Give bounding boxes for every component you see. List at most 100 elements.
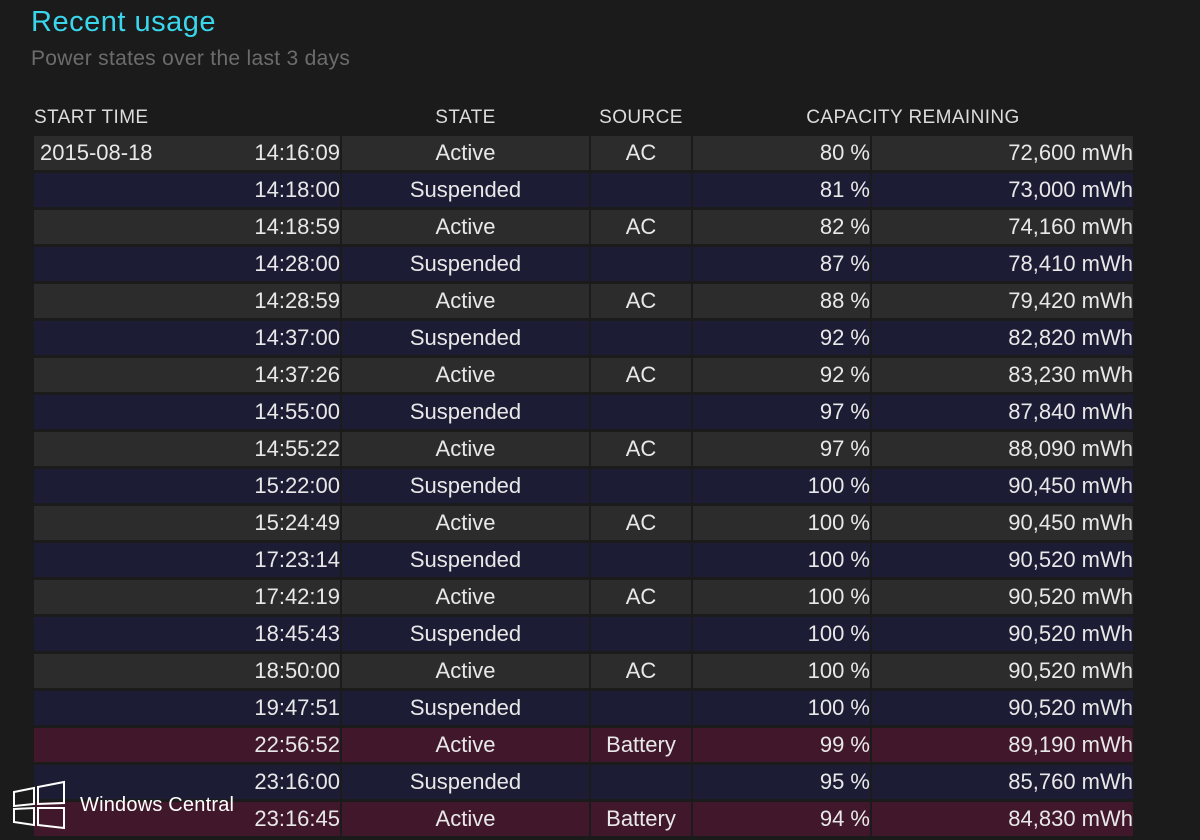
- cell-capacity-percent: 100 %: [693, 617, 870, 651]
- cell-time: 15:24:49: [254, 510, 340, 535]
- table-row[interactable]: 18:50:00 Active AC 100 % 90,520 mWh: [34, 654, 1134, 688]
- cell-state: Suspended: [342, 691, 589, 725]
- cell-source: AC: [591, 358, 691, 392]
- cell-capacity-percent: 100 %: [693, 691, 870, 725]
- cell-capacity-mwh: 84,830 mWh: [872, 802, 1134, 836]
- table-row[interactable]: 19:47:51 Suspended 100 % 90,520 mWh: [34, 691, 1134, 725]
- table-row[interactable]: 14:55:22 Active AC 97 % 88,090 mWh: [34, 432, 1134, 466]
- cell-capacity-mwh: 88,090 mWh: [872, 432, 1134, 466]
- cell-capacity-percent: 82 %: [693, 210, 870, 244]
- watermark-label: Windows Central: [80, 793, 235, 816]
- cell-capacity-percent: 94 %: [693, 802, 870, 836]
- cell-capacity-mwh: 72,600 mWh: [872, 136, 1134, 170]
- cell-start-time: 22:56:52: [34, 728, 340, 762]
- cell-time: 14:55:22: [254, 436, 340, 461]
- cell-state: Active: [342, 284, 589, 318]
- cell-start-time: 18:50:00: [34, 654, 340, 688]
- cell-start-time: 14:18:00: [34, 173, 340, 207]
- cell-state: Suspended: [342, 173, 589, 207]
- cell-start-time: 14:28:59: [34, 284, 340, 318]
- cell-capacity-percent: 97 %: [693, 432, 870, 466]
- cell-capacity-percent: 95 %: [693, 765, 870, 799]
- cell-time: 17:42:19: [254, 584, 340, 609]
- cell-start-time: 14:55:22: [34, 432, 340, 466]
- cell-capacity-mwh: 90,450 mWh: [872, 506, 1134, 540]
- cell-time: 18:45:43: [254, 621, 340, 646]
- cell-state: Suspended: [342, 617, 589, 651]
- cell-capacity-percent: 100 %: [693, 654, 870, 688]
- cell-capacity-mwh: 85,760 mWh: [872, 765, 1134, 799]
- table-row[interactable]: 14:28:00 Suspended 87 % 78,410 mWh: [34, 247, 1134, 281]
- cell-state: Suspended: [342, 765, 589, 799]
- cell-start-time: 15:24:49: [34, 506, 340, 540]
- table-row[interactable]: 18:45:43 Suspended 100 % 90,520 mWh: [34, 617, 1134, 651]
- cell-source: Battery: [591, 802, 691, 836]
- cell-state: Suspended: [342, 321, 589, 355]
- column-header-capacity-remaining[interactable]: CAPACITY REMAINING: [806, 107, 1020, 128]
- table-row[interactable]: 15:24:49 Active AC 100 % 90,450 mWh: [34, 506, 1134, 540]
- table-row[interactable]: 14:37:00 Suspended 92 % 82,820 mWh: [34, 321, 1134, 355]
- cell-capacity-percent: 92 %: [693, 321, 870, 355]
- table-row[interactable]: 15:22:00 Suspended 100 % 90,450 mWh: [34, 469, 1134, 503]
- cell-source: [591, 617, 691, 651]
- cell-capacity-mwh: 82,820 mWh: [872, 321, 1134, 355]
- table-row[interactable]: 14:18:00 Suspended 81 % 73,000 mWh: [34, 173, 1134, 207]
- table-row[interactable]: 17:23:14 Suspended 100 % 90,520 mWh: [34, 543, 1134, 577]
- cell-capacity-percent: 88 %: [693, 284, 870, 318]
- column-header-source[interactable]: SOURCE: [599, 107, 683, 128]
- cell-time: 14:55:00: [254, 399, 340, 424]
- column-header-start-time[interactable]: START TIME: [34, 107, 149, 128]
- cell-source: AC: [591, 506, 691, 540]
- cell-time: 14:28:00: [254, 251, 340, 276]
- page-title: Recent usage: [31, 6, 216, 38]
- recent-usage-table: START TIME STATE SOURCE CAPACITY REMAINI…: [32, 100, 1135, 839]
- cell-time: 15:22:00: [254, 473, 340, 498]
- cell-capacity-mwh: 79,420 mWh: [872, 284, 1134, 318]
- cell-time: 18:50:00: [254, 658, 340, 683]
- table-row[interactable]: 23:16:00 Suspended 95 % 85,760 mWh: [34, 765, 1134, 799]
- cell-source: [591, 469, 691, 503]
- cell-source: AC: [591, 136, 691, 170]
- table-row[interactable]: 14:37:26 Active AC 92 % 83,230 mWh: [34, 358, 1134, 392]
- cell-capacity-mwh: 87,840 mWh: [872, 395, 1134, 429]
- cell-state: Suspended: [342, 247, 589, 281]
- table-row[interactable]: 23:16:45 Active Battery 94 % 84,830 mWh: [34, 802, 1134, 836]
- cell-state: Active: [342, 802, 589, 836]
- cell-time: 14:18:00: [254, 177, 340, 202]
- cell-capacity-percent: 92 %: [693, 358, 870, 392]
- cell-state: Suspended: [342, 543, 589, 577]
- cell-time: 14:16:09: [254, 140, 340, 165]
- cell-capacity-mwh: 90,520 mWh: [872, 543, 1134, 577]
- cell-capacity-mwh: 89,190 mWh: [872, 728, 1134, 762]
- cell-capacity-percent: 100 %: [693, 543, 870, 577]
- cell-capacity-percent: 81 %: [693, 173, 870, 207]
- cell-source: [591, 173, 691, 207]
- cell-state: Active: [342, 506, 589, 540]
- table-row[interactable]: 14:28:59 Active AC 88 % 79,420 mWh: [34, 284, 1134, 318]
- page-subtitle: Power states over the last 3 days: [31, 47, 351, 70]
- column-header-state[interactable]: STATE: [435, 107, 496, 128]
- windows-central-watermark: Windows Central: [12, 780, 234, 830]
- cell-capacity-mwh: 90,520 mWh: [872, 654, 1134, 688]
- table-row[interactable]: 22:56:52 Active Battery 99 % 89,190 mWh: [34, 728, 1134, 762]
- cell-capacity-percent: 97 %: [693, 395, 870, 429]
- cell-capacity-mwh: 74,160 mWh: [872, 210, 1134, 244]
- table-row[interactable]: 14:18:59 Active AC 82 % 74,160 mWh: [34, 210, 1134, 244]
- cell-time: 19:47:51: [254, 695, 340, 720]
- cell-capacity-mwh: 90,520 mWh: [872, 617, 1134, 651]
- cell-start-time: 14:18:59: [34, 210, 340, 244]
- table-row[interactable]: 17:42:19 Active AC 100 % 90,520 mWh: [34, 580, 1134, 614]
- cell-time: 22:56:52: [254, 732, 340, 757]
- cell-time: 23:16:45: [254, 806, 340, 831]
- cell-start-time: 14:37:00: [34, 321, 340, 355]
- cell-time: 14:28:59: [254, 288, 340, 313]
- cell-source: [591, 321, 691, 355]
- table-row[interactable]: 2015-08-18 14:16:09 Active AC 80 % 72,600 mWh: [34, 136, 1134, 170]
- cell-state: Active: [342, 580, 589, 614]
- cell-capacity-mwh: 78,410 mWh: [872, 247, 1134, 281]
- cell-start-time: 14:37:26: [34, 358, 340, 392]
- cell-start-time: 14:28:00: [34, 247, 340, 281]
- cell-time: 14:37:26: [254, 362, 340, 387]
- table-row[interactable]: 14:55:00 Suspended 97 % 87,840 mWh: [34, 395, 1134, 429]
- cell-start-time: 2015-08-18 14:16:09: [34, 136, 340, 170]
